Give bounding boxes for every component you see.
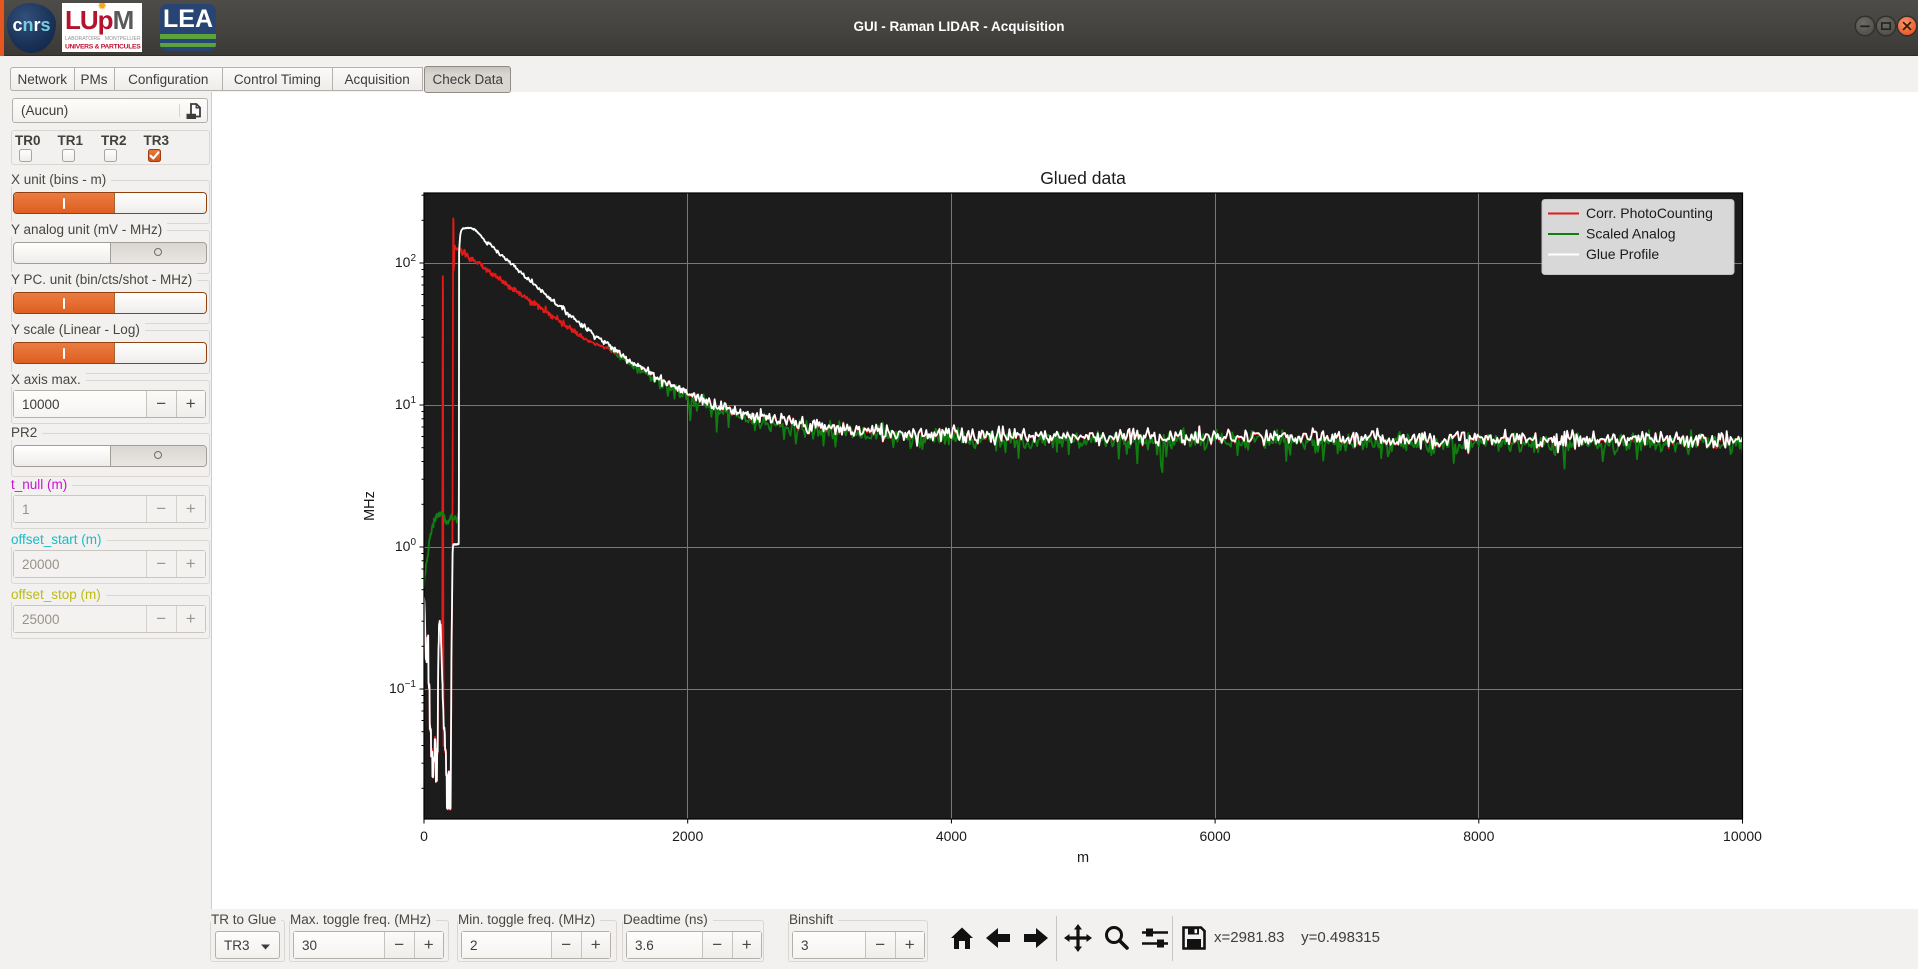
svg-text:Scaled Analog: Scaled Analog bbox=[1586, 226, 1676, 242]
svg-text:100: 100 bbox=[395, 537, 417, 554]
svg-text:m: m bbox=[1077, 850, 1089, 866]
svg-text:8000: 8000 bbox=[1463, 828, 1494, 844]
svg-text:10−1: 10−1 bbox=[389, 679, 416, 696]
svg-text:101: 101 bbox=[395, 395, 417, 412]
svg-text:Glued data: Glued data bbox=[1040, 168, 1126, 188]
svg-text:Corr. PhotoCounting: Corr. PhotoCounting bbox=[1586, 205, 1713, 221]
svg-text:MHz: MHz bbox=[362, 491, 378, 521]
svg-text:0: 0 bbox=[420, 828, 428, 844]
svg-text:Glue Profile: Glue Profile bbox=[1586, 246, 1659, 262]
svg-text:4000: 4000 bbox=[936, 828, 967, 844]
svg-text:2000: 2000 bbox=[672, 828, 703, 844]
svg-text:6000: 6000 bbox=[1200, 828, 1231, 844]
svg-text:102: 102 bbox=[395, 253, 417, 270]
svg-text:10000: 10000 bbox=[1723, 828, 1762, 844]
